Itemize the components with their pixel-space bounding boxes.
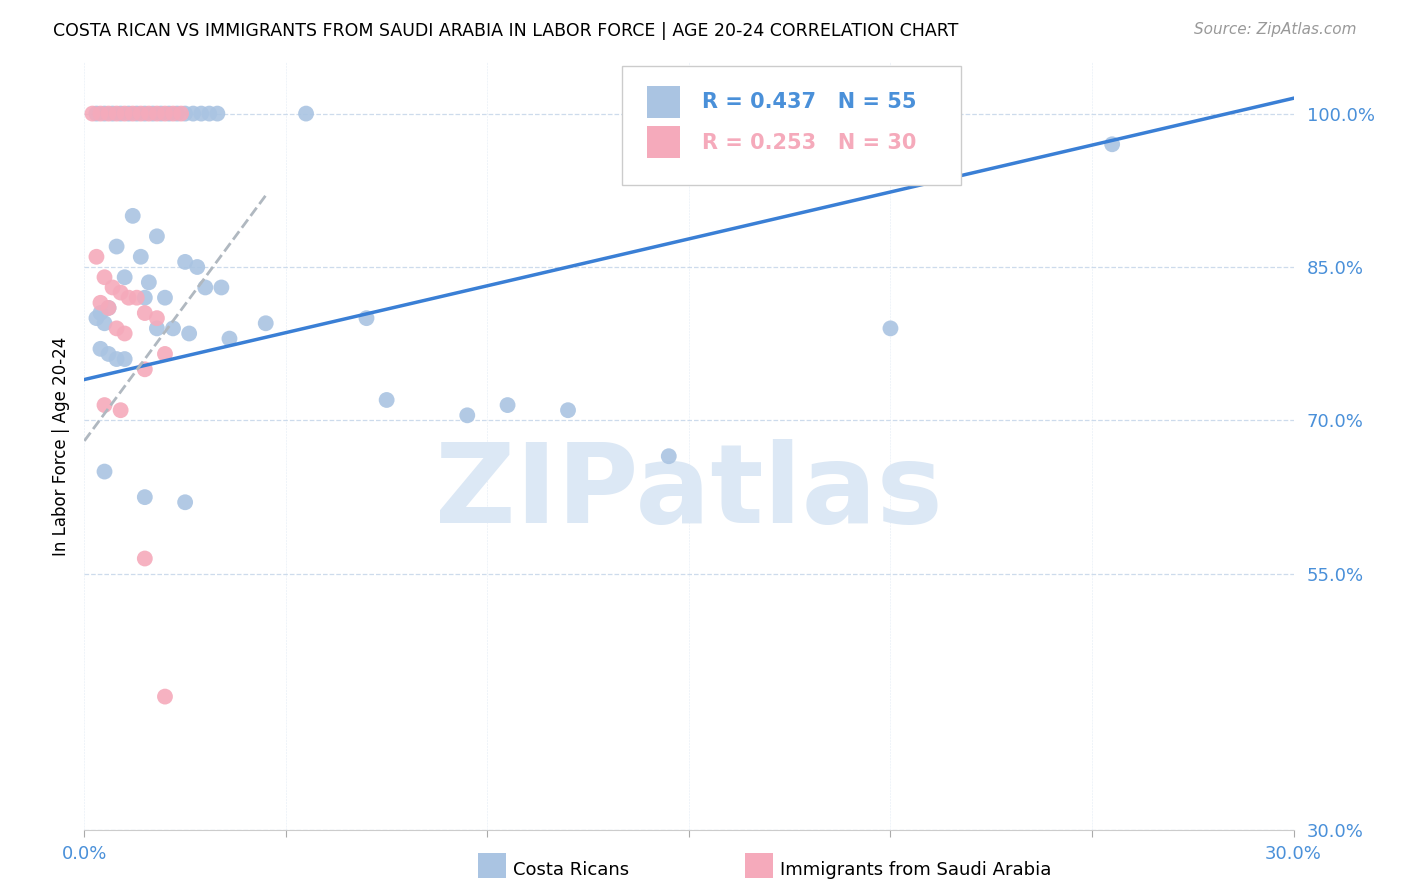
Point — [114, 106, 136, 120]
Point — [209, 280, 232, 294]
Point — [658, 449, 681, 463]
Point — [110, 403, 132, 417]
Point — [89, 342, 111, 356]
Point — [93, 270, 115, 285]
Point — [157, 106, 180, 120]
Point — [89, 106, 111, 120]
Point — [138, 106, 160, 120]
Point — [89, 295, 111, 310]
Point — [89, 306, 111, 320]
Point — [114, 326, 136, 341]
Point — [198, 106, 221, 120]
Point — [170, 106, 193, 120]
Text: ZIPatlas: ZIPatlas — [434, 439, 943, 546]
Point — [146, 321, 169, 335]
Point — [114, 352, 136, 367]
Point — [456, 409, 478, 423]
Point — [101, 106, 124, 120]
Point — [134, 551, 156, 566]
Point — [194, 280, 217, 294]
Point — [97, 301, 120, 315]
Point — [162, 321, 184, 335]
FancyBboxPatch shape — [623, 66, 962, 186]
Text: R = 0.437   N = 55: R = 0.437 N = 55 — [702, 93, 917, 112]
Point — [174, 495, 197, 509]
Point — [557, 403, 579, 417]
Point — [153, 106, 176, 120]
Point — [97, 347, 120, 361]
Point — [356, 311, 378, 326]
Point — [879, 321, 901, 335]
Point — [82, 106, 104, 120]
Point — [153, 291, 176, 305]
Point — [129, 106, 152, 120]
Point — [146, 311, 169, 326]
Point — [118, 106, 141, 120]
Point — [134, 306, 156, 320]
Bar — [647, 126, 681, 158]
Point — [375, 392, 398, 407]
Point — [93, 398, 115, 412]
Point — [86, 250, 108, 264]
Point — [134, 106, 156, 120]
Point — [129, 250, 152, 264]
Point — [86, 311, 108, 326]
Bar — [647, 87, 681, 119]
Point — [134, 362, 156, 376]
Point — [105, 239, 128, 253]
Text: Immigrants from Saudi Arabia: Immigrants from Saudi Arabia — [780, 861, 1052, 879]
Point — [1101, 137, 1123, 152]
Point — [138, 276, 160, 290]
Text: R = 0.253   N = 30: R = 0.253 N = 30 — [702, 133, 917, 153]
Point — [105, 321, 128, 335]
Point — [125, 291, 148, 305]
Point — [920, 147, 942, 161]
Point — [121, 209, 143, 223]
Point — [149, 106, 172, 120]
Point — [93, 465, 115, 479]
Point — [496, 398, 519, 412]
Point — [93, 316, 115, 330]
Point — [118, 291, 141, 305]
Point — [142, 106, 165, 120]
Point — [110, 106, 132, 120]
Y-axis label: In Labor Force | Age 20-24: In Labor Force | Age 20-24 — [52, 336, 70, 556]
Point — [105, 352, 128, 367]
Point — [166, 106, 188, 120]
Point — [86, 106, 108, 120]
Point — [218, 332, 240, 346]
Point — [97, 301, 120, 315]
Point — [179, 326, 201, 341]
Text: Source: ZipAtlas.com: Source: ZipAtlas.com — [1194, 22, 1357, 37]
Point — [146, 106, 169, 120]
Point — [153, 347, 176, 361]
Point — [121, 106, 143, 120]
Text: COSTA RICAN VS IMMIGRANTS FROM SAUDI ARABIA IN LABOR FORCE | AGE 20-24 CORRELATI: COSTA RICAN VS IMMIGRANTS FROM SAUDI ARA… — [53, 22, 959, 40]
Point — [295, 106, 318, 120]
Point — [186, 260, 208, 274]
Point — [93, 106, 115, 120]
Point — [101, 280, 124, 294]
Point — [162, 106, 184, 120]
Point — [174, 255, 197, 269]
Point — [207, 106, 229, 120]
Point — [105, 106, 128, 120]
Point — [114, 270, 136, 285]
Point — [190, 106, 212, 120]
Point — [97, 106, 120, 120]
Point — [134, 291, 156, 305]
Point — [146, 229, 169, 244]
Point — [181, 106, 204, 120]
Point — [110, 285, 132, 300]
Point — [134, 490, 156, 504]
Point — [125, 106, 148, 120]
Point — [254, 316, 277, 330]
Point — [153, 690, 176, 704]
Text: Costa Ricans: Costa Ricans — [513, 861, 630, 879]
Point — [174, 106, 197, 120]
